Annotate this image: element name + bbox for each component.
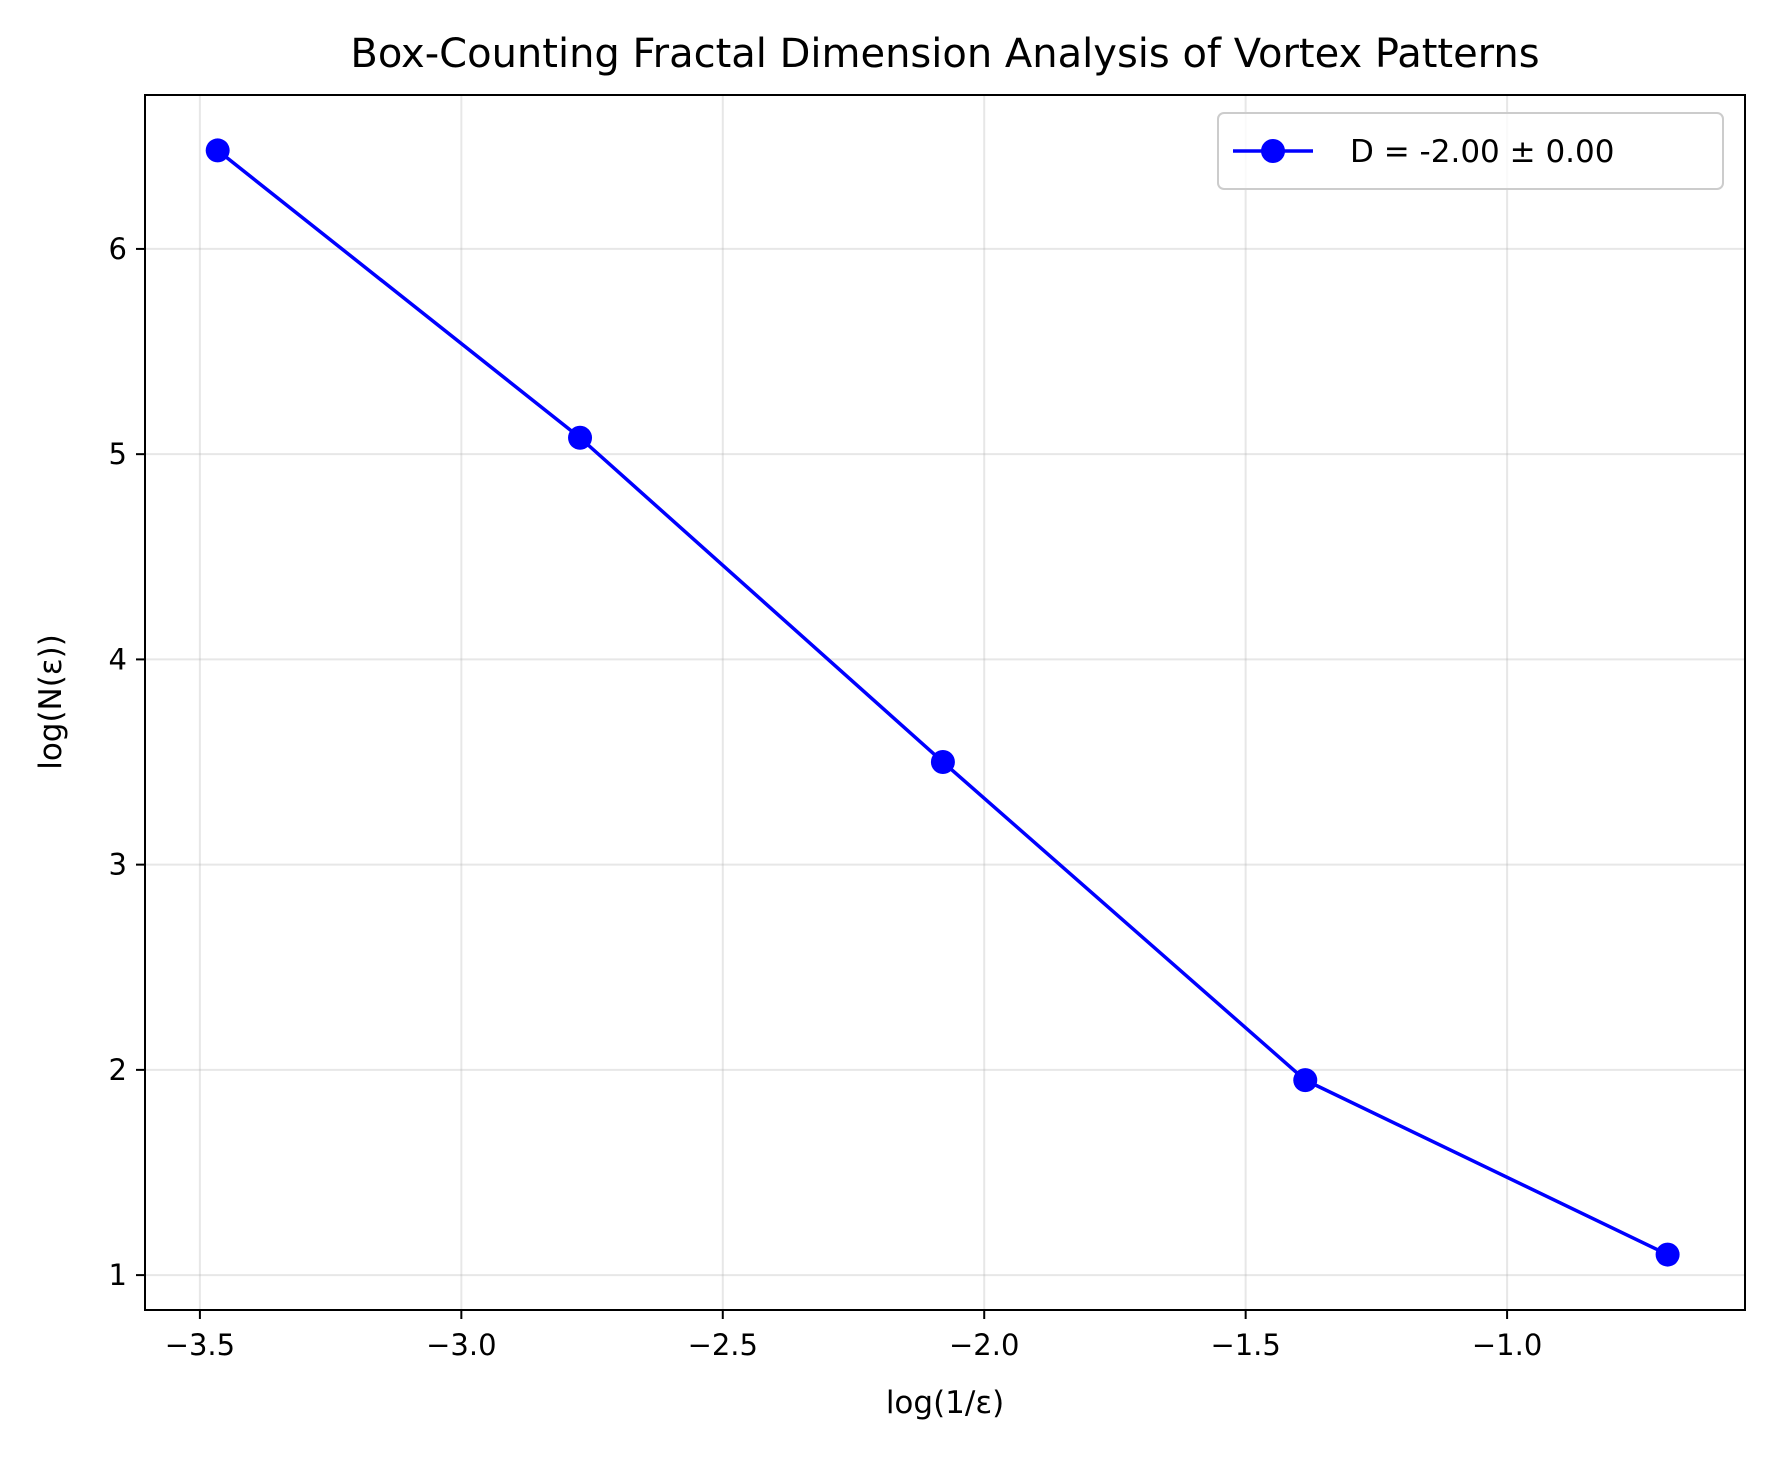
y-tick-label: 2 [109,1053,127,1087]
x-tick-label: −2.0 [949,1328,1019,1362]
y-axis-label: log(N(ε)) [33,634,69,770]
y-tick-label: 5 [109,437,127,471]
legend-box [1217,112,1724,190]
grid-lines [145,95,1745,1310]
y-tick-label: 4 [109,642,127,676]
x-axis-ticks: −3.5 −3.0 −2.5 −2.0 −1.5 −1.0 [165,1310,1542,1362]
y-tick-label: 1 [109,1258,127,1292]
x-tick-label: −1.0 [1472,1328,1542,1362]
series-layer [205,138,1680,1267]
y-tick-label: 3 [109,848,127,882]
legend-marker-swatch [1261,139,1285,163]
data-point-marker [930,750,955,775]
data-point-marker [1293,1068,1318,1093]
y-tick-label: 6 [109,232,127,266]
legend: D = -2.00 ± 0.00 [1217,112,1724,190]
x-tick-label: −3.0 [426,1328,496,1362]
y-axis-ticks: 1 2 3 4 5 6 [109,232,145,1292]
x-tick-label: −2.5 [688,1328,758,1362]
x-axis-label: log(1/ε) [886,1385,1004,1421]
plot-area-frame [144,94,1746,1311]
data-point-marker [205,138,230,163]
data-point-marker [1655,1242,1680,1267]
data-point-marker [568,425,593,450]
legend-entry-label: D = -2.00 ± 0.00 [1350,134,1614,170]
x-tick-label: −1.5 [1210,1328,1280,1362]
series-line [216,149,1669,1257]
x-tick-label: −3.5 [165,1328,235,1362]
chart-title: Box-Counting Fractal Dimension Analysis … [350,31,1539,77]
